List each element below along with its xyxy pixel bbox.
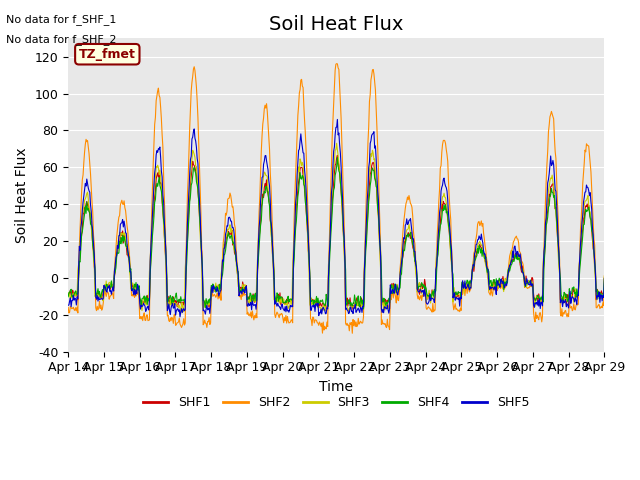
- SHF2: [600, 273, 608, 279]
- SHF4: [129, 288, 137, 293]
- SHF4: [74, 290, 82, 296]
- SHF5: [600, 276, 608, 281]
- SHF2: [403, 198, 411, 204]
- SHF5: [184, 203, 192, 208]
- SHF2: [129, 293, 137, 299]
- SHF3: [74, 267, 82, 273]
- SHF3: [419, 288, 426, 293]
- Text: No data for f_SHF_2: No data for f_SHF_2: [6, 34, 117, 45]
- SHF2: [64, 304, 72, 310]
- SHF3: [403, 227, 411, 233]
- Legend: SHF1, SHF2, SHF3, SHF4, SHF5: SHF1, SHF2, SHF3, SHF4, SHF5: [138, 391, 535, 414]
- SHF5: [212, 288, 220, 294]
- X-axis label: Time: Time: [319, 380, 353, 394]
- SHF1: [129, 283, 137, 289]
- SHF5: [129, 288, 137, 294]
- SHF1: [184, 235, 191, 241]
- Line: SHF1: SHF1: [68, 156, 604, 310]
- SHF1: [600, 275, 608, 281]
- Line: SHF5: SHF5: [68, 120, 604, 317]
- SHF5: [419, 288, 426, 294]
- SHF1: [74, 297, 82, 303]
- Line: SHF2: SHF2: [68, 64, 604, 333]
- SHF3: [333, 140, 340, 146]
- SHF5: [64, 302, 72, 308]
- SHF5: [403, 216, 411, 222]
- SHF4: [600, 276, 608, 281]
- SHF4: [360, 306, 367, 312]
- SHF4: [419, 281, 426, 287]
- SHF1: [64, 290, 72, 296]
- SHF4: [64, 294, 72, 300]
- SHF3: [184, 203, 192, 208]
- SHF2: [419, 292, 426, 298]
- SHF2: [212, 294, 220, 300]
- SHF5: [176, 314, 184, 320]
- SHF2: [333, 61, 340, 67]
- SHF1: [212, 285, 220, 290]
- SHF3: [600, 274, 608, 279]
- SHF4: [184, 240, 191, 246]
- SHF4: [333, 155, 341, 160]
- Text: TZ_fmet: TZ_fmet: [79, 48, 136, 61]
- Line: SHF3: SHF3: [68, 143, 604, 313]
- SHF3: [212, 289, 220, 295]
- Line: SHF4: SHF4: [68, 157, 604, 309]
- SHF4: [212, 289, 220, 295]
- SHF1: [403, 233, 411, 239]
- SHF4: [403, 233, 411, 239]
- SHF5: [333, 117, 341, 122]
- SHF3: [177, 311, 184, 316]
- SHF1: [349, 307, 357, 312]
- Y-axis label: Soil Heat Flux: Soil Heat Flux: [15, 147, 29, 243]
- Text: No data for f_SHF_1: No data for f_SHF_1: [6, 14, 116, 25]
- SHF5: [74, 296, 82, 301]
- SHF2: [348, 330, 356, 336]
- SHF3: [64, 291, 72, 297]
- SHF3: [129, 281, 137, 287]
- Title: Soil Heat Flux: Soil Heat Flux: [269, 15, 403, 34]
- SHF1: [333, 153, 341, 158]
- SHF2: [74, 310, 82, 316]
- SHF1: [419, 286, 426, 291]
- SHF2: [184, 191, 191, 197]
